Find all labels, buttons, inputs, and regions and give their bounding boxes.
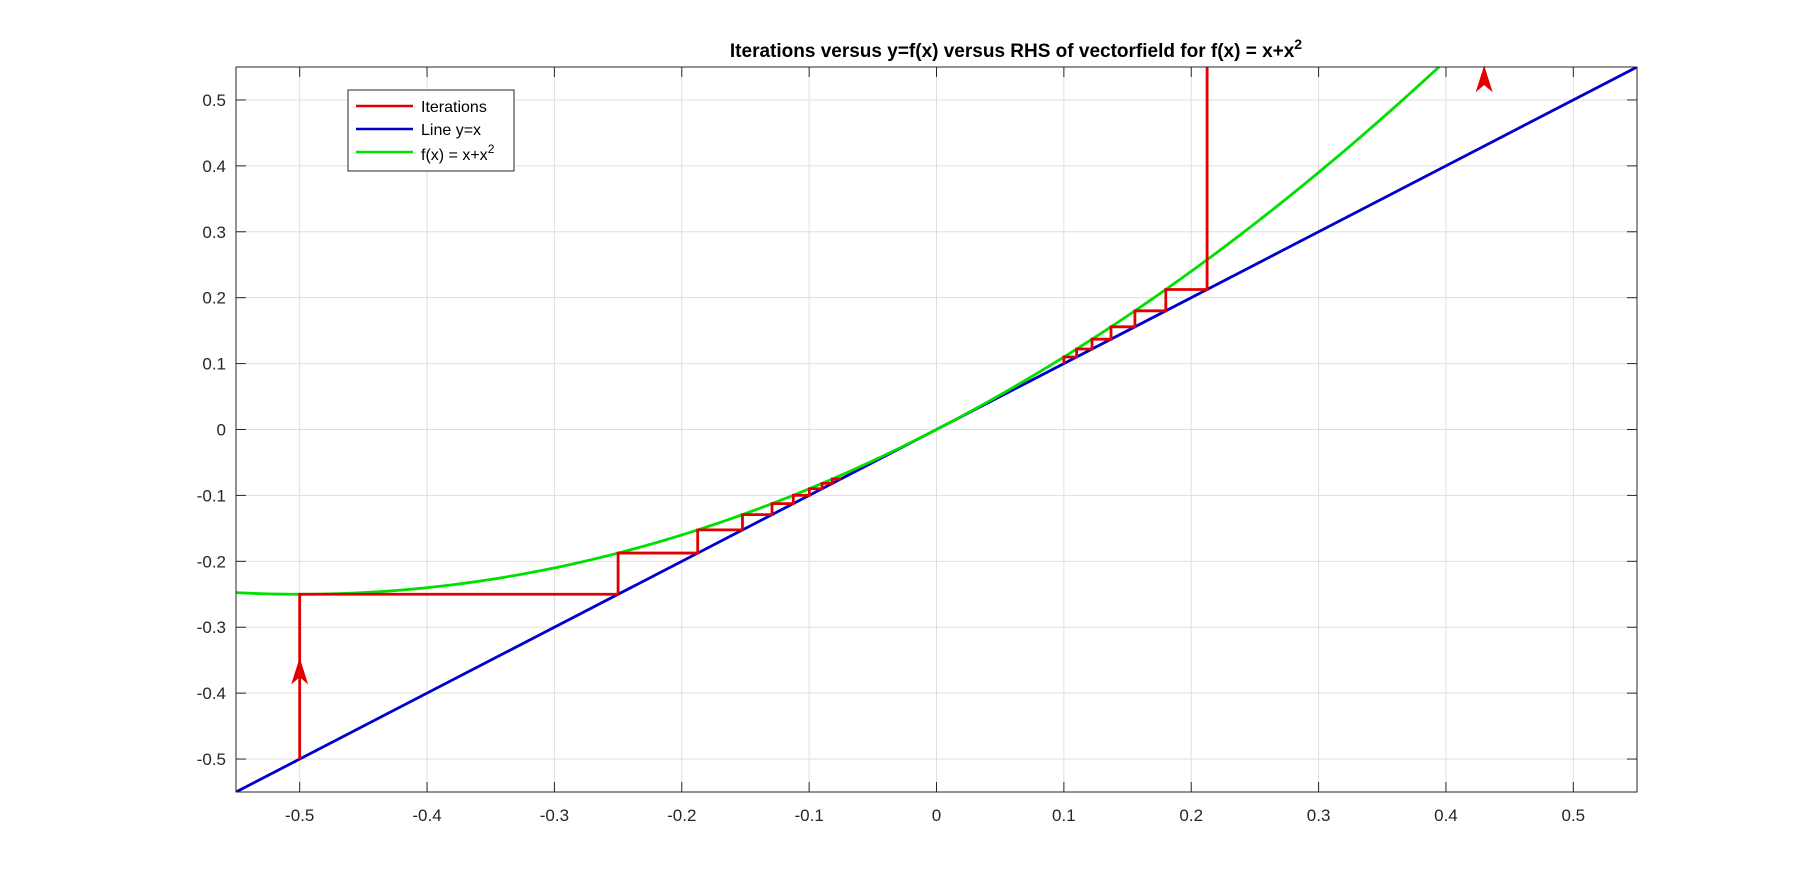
x-tick-label: 0.1	[1052, 806, 1076, 825]
y-tick-label: 0	[217, 421, 226, 440]
legend-label-function-text: f(x) = x+x	[421, 147, 488, 164]
x-tick-label: 0.4	[1434, 806, 1458, 825]
legend-label-function: f(x) = x+x2	[421, 142, 495, 164]
series-iterations-cobweb	[298, 477, 841, 760]
x-tick-label: 0.5	[1561, 806, 1585, 825]
y-tick-label: 0.2	[202, 289, 226, 308]
legend-box	[347, 89, 515, 172]
legend-label-line: Line y=x	[421, 122, 481, 139]
x-tick-label: 0	[932, 806, 941, 825]
y-tick-label: -0.1	[197, 486, 226, 505]
series-iterations-cobweb	[1062, 67, 1209, 364]
chart-title-text: Iterations versus y=f(x) versus RHS of v…	[730, 41, 1295, 62]
series	[236, 67, 1637, 792]
direction-arrow	[1475, 65, 1493, 93]
x-tick-label: -0.4	[412, 806, 441, 825]
series-curve-fx	[236, 67, 1441, 596]
legend: Iterations Line y=x f(x) = x+x2	[347, 89, 515, 172]
y-tick-label: -0.5	[197, 750, 226, 769]
x-tick-label: -0.1	[794, 806, 823, 825]
x-tick-label: -0.5	[285, 806, 314, 825]
y-tick-label: -0.2	[197, 552, 226, 571]
x-tick-label: -0.3	[540, 806, 569, 825]
x-tick-label: -0.2	[667, 806, 696, 825]
chart-title-superscript: 2	[1294, 36, 1302, 52]
y-tick-label: 0.3	[202, 223, 226, 242]
y-tick-label: 0.1	[202, 355, 226, 374]
chart-title: Iterations versus y=f(x) versus RHS of v…	[730, 36, 1302, 62]
arrows	[291, 65, 1493, 685]
y-tick-label: 0.4	[202, 157, 226, 176]
x-tick-label: 0.3	[1307, 806, 1331, 825]
direction-arrow	[291, 657, 309, 685]
grid	[236, 67, 1637, 792]
legend-label-iterations: Iterations	[421, 99, 487, 116]
legend-label-function-superscript: 2	[488, 142, 495, 156]
y-tick-label: 0.5	[202, 91, 226, 110]
x-tick-label: 0.2	[1179, 806, 1203, 825]
ticks: -0.5 -0.4 -0.3 -0.2 -0.1 0 0.1 0.2 0.3 0.4 0.5 0.5 0…	[197, 67, 1637, 825]
y-tick-label: -0.3	[197, 618, 226, 637]
y-tick-label: -0.4	[197, 684, 226, 703]
